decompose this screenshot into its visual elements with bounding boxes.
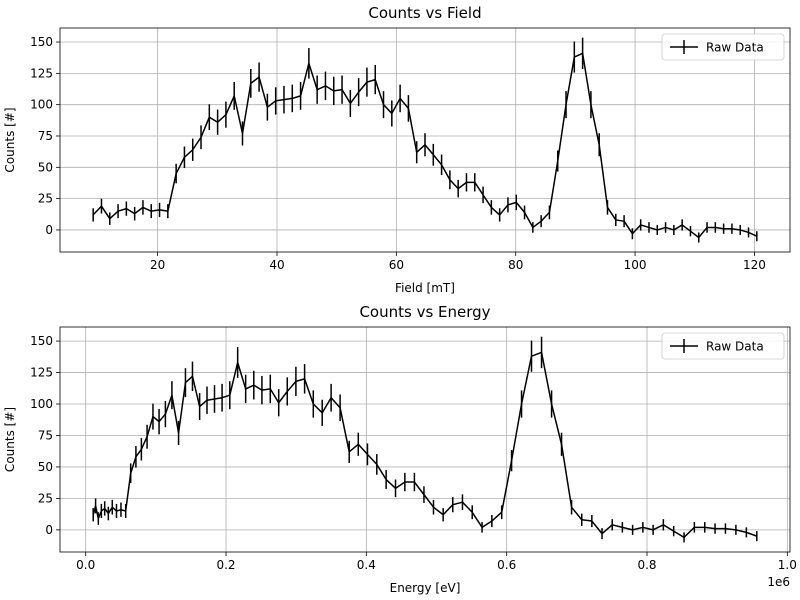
y-tick-label: 75 xyxy=(38,428,53,442)
y-tick-label: 75 xyxy=(38,129,53,143)
x-tick-label: 0.6 xyxy=(497,558,516,572)
y-axis-label: Counts [#] xyxy=(3,407,17,472)
data-line xyxy=(92,351,758,539)
x-tick-label: 1.0 xyxy=(778,558,797,572)
x-tick-label: 120 xyxy=(743,258,766,272)
y-tick-label: 0 xyxy=(45,223,53,237)
y-tick-label: 50 xyxy=(38,160,53,174)
x-tick-label: 0.8 xyxy=(637,558,656,572)
data-line xyxy=(92,52,758,239)
chart-title: Counts vs Field xyxy=(368,4,481,22)
y-tick-label: 25 xyxy=(38,491,53,505)
legend-box xyxy=(661,332,785,360)
y-tick-label: 125 xyxy=(30,66,53,80)
axes-frame xyxy=(59,326,791,553)
y-tick-label: 150 xyxy=(30,35,53,49)
legend-box xyxy=(661,33,785,61)
x-axis-label: Energy [eV] xyxy=(390,581,461,595)
x-tick-label: 0.4 xyxy=(357,558,376,572)
x-tick-label: 60 xyxy=(389,258,404,272)
y-tick-label: 50 xyxy=(38,460,53,474)
y-tick-label: 100 xyxy=(30,397,53,411)
legend-label: Raw Data xyxy=(706,340,764,354)
y-tick-label: 125 xyxy=(30,366,53,380)
legend-label: Raw Data xyxy=(706,41,764,55)
axes-frame xyxy=(59,27,791,253)
y-axis-label: Counts [#] xyxy=(3,107,17,172)
x-offset-text: 1e6 xyxy=(767,575,790,589)
y-tick-label: 100 xyxy=(30,98,53,112)
x-tick-label: 100 xyxy=(624,258,647,272)
y-tick-label: 0 xyxy=(45,523,53,537)
y-tick-label: 150 xyxy=(30,334,53,348)
subplot: 0.0 0.2 0.4 0.6 0.8 1.0 0 25 50 75 100 125 150 Counts… xyxy=(3,303,797,595)
x-tick-label: 40 xyxy=(269,258,284,272)
x-tick-label: 20 xyxy=(150,258,165,272)
subplot: 20 40 60 80 100 120 0 25 50 75 100 125 150 Counts vs … xyxy=(3,4,791,295)
x-axis-label: Field [mT] xyxy=(395,281,455,295)
chart-title: Counts vs Energy xyxy=(359,303,490,321)
x-tick-label: 80 xyxy=(508,258,523,272)
y-tick-label: 25 xyxy=(38,192,53,206)
x-tick-label: 0.2 xyxy=(216,558,235,572)
x-tick-label: 0.0 xyxy=(76,558,95,572)
